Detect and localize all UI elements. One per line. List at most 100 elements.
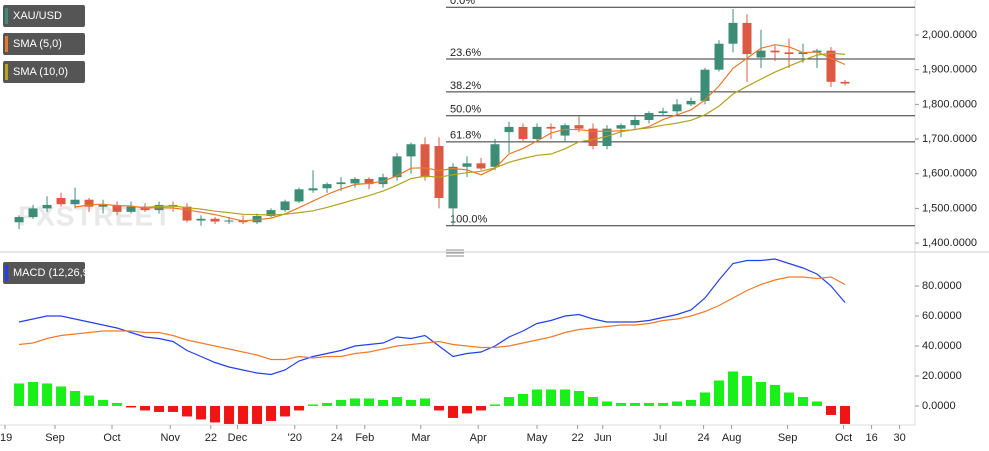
fib-label: 100.0% (450, 214, 488, 226)
y-tick-label: 0.0000 (922, 400, 956, 412)
candle-body (784, 52, 794, 55)
histogram-bar (756, 381, 767, 406)
x-tick-label: '20 (288, 432, 302, 444)
histogram-bar (490, 404, 501, 406)
sma-line (144, 52, 846, 216)
candle-body (448, 166, 458, 209)
legend-item[interactable]: XAU/USD (3, 5, 85, 27)
y-tick-label: 40.0000 (922, 340, 962, 352)
histogram-bar (238, 405, 249, 424)
x-tick-label: Sep (45, 432, 65, 444)
histogram-bar (112, 402, 123, 406)
y-tick-label: 1,700.0000 (922, 133, 977, 145)
y-tick-label: 1,500.0000 (922, 202, 977, 214)
histogram-bar (742, 375, 753, 406)
histogram-bar (714, 380, 725, 406)
fib-label: 23.6% (450, 47, 481, 59)
x-tick-label: Oct (103, 432, 120, 444)
candle-body (840, 81, 850, 84)
candle-body (350, 178, 360, 184)
candle-body (182, 206, 192, 221)
histogram-bar (392, 396, 403, 406)
legend-swatch (5, 8, 8, 24)
legend-item[interactable]: MACD (12,26,9) (3, 262, 92, 284)
histogram-bar (168, 405, 179, 412)
histogram-bar (42, 383, 53, 406)
legend-item[interactable]: SMA (5,0) (3, 33, 85, 55)
candle-body (826, 50, 836, 82)
histogram-bar (588, 396, 599, 406)
histogram-bar (364, 398, 375, 406)
histogram-bar (140, 405, 151, 411)
candle-body (644, 113, 654, 120)
legend-box (3, 61, 85, 83)
x-tick-label: 24 (697, 432, 709, 444)
histogram-bar (672, 401, 683, 406)
legend-box (3, 33, 85, 55)
legend-label: SMA (10,0) (13, 66, 68, 78)
candle-body (84, 199, 94, 207)
legend-label: SMA (5,0) (13, 38, 62, 50)
x-tick-label: 22 (571, 432, 583, 444)
legend-item[interactable]: SMA (10,0) (3, 61, 85, 83)
histogram-bar (728, 371, 739, 406)
candle-body (756, 50, 766, 58)
y-tick-label: 1,900.0000 (922, 64, 977, 76)
histogram-bar (308, 404, 319, 406)
candle-body (588, 128, 598, 146)
histogram-bar (700, 392, 711, 406)
fib-label: 0.0% (450, 0, 475, 7)
x-tick-label: Dec (228, 432, 248, 444)
candle-body (126, 206, 136, 212)
macd-line (18, 258, 846, 376)
x-tick-label: Sep (778, 432, 798, 444)
macd-line (18, 276, 846, 361)
candle-body (602, 128, 612, 146)
candle-body (742, 22, 752, 55)
histogram-bar (70, 390, 81, 406)
histogram-bar (56, 386, 67, 406)
x-tick-label: 30 (893, 432, 905, 444)
x-tick-label: 22 (205, 432, 217, 444)
histogram-bar (630, 402, 641, 406)
x-tick-label: 16 (865, 432, 877, 444)
x-tick-label: Oct (835, 432, 852, 444)
candle-body (616, 125, 626, 129)
candle-body (728, 22, 738, 44)
histogram-bar (196, 405, 207, 420)
divider-grip[interactable] (446, 249, 464, 257)
candle-body (266, 210, 276, 217)
histogram-bar (266, 405, 277, 421)
x-tick-label: 24 (331, 432, 343, 444)
histogram-bar (602, 401, 613, 406)
candle-body (252, 216, 262, 223)
y-tick-label: 2,000.0000 (922, 29, 977, 41)
candle-body (210, 218, 220, 222)
candle-body (434, 145, 444, 198)
x-tick-label: '19 (0, 432, 12, 444)
y-tick-label: 1,600.0000 (922, 168, 977, 180)
histogram-bar (350, 398, 361, 406)
histogram-bar (420, 398, 431, 406)
histogram-bar (84, 395, 95, 406)
histogram-bar (182, 405, 193, 417)
histogram-bar (546, 389, 557, 406)
x-tick-label: Jul (653, 432, 667, 444)
histogram-bar (644, 402, 655, 406)
histogram-bar (224, 405, 235, 424)
histogram-bar (336, 399, 347, 406)
histogram-bar (658, 402, 669, 406)
histogram-bar (28, 381, 39, 406)
y-tick-label: 80.0000 (922, 280, 962, 292)
y-tick-label: 60.0000 (922, 310, 962, 322)
candle-body (364, 178, 374, 185)
candle-body (336, 182, 346, 185)
candle-body (420, 144, 430, 178)
legend-label: XAU/USD (13, 10, 62, 22)
histogram-bar (504, 396, 515, 406)
fib-label: 61.8% (450, 130, 481, 142)
candle-body (490, 144, 500, 167)
histogram-bar (448, 405, 459, 418)
legend-box (3, 5, 85, 27)
candle-body (532, 126, 542, 140)
